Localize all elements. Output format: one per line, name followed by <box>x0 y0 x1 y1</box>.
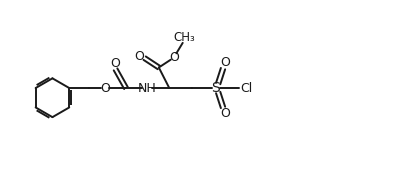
Text: O: O <box>100 82 110 95</box>
Text: CH₃: CH₃ <box>174 31 196 44</box>
Text: S: S <box>211 81 220 95</box>
Text: O: O <box>169 51 179 64</box>
Text: NH: NH <box>137 82 156 95</box>
Text: O: O <box>110 57 120 70</box>
Text: Cl: Cl <box>240 82 252 95</box>
Text: O: O <box>220 107 230 120</box>
Text: O: O <box>220 56 230 69</box>
Text: O: O <box>135 50 145 63</box>
